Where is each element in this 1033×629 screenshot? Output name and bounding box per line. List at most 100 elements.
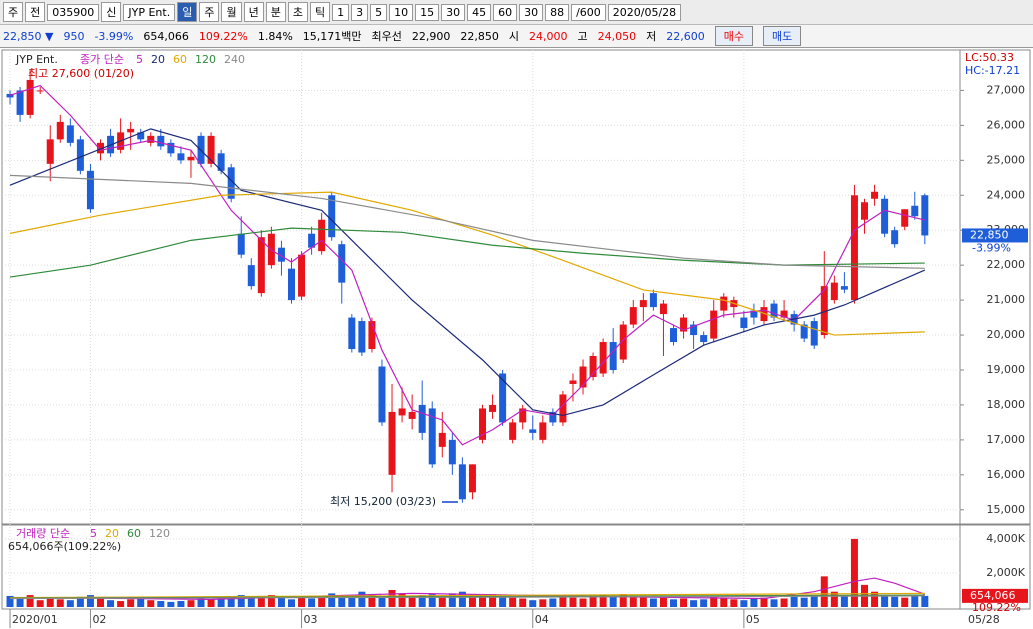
- open: 24,000: [529, 29, 568, 43]
- toolbar-item[interactable]: 30: [441, 3, 466, 21]
- volume-bar: [780, 598, 788, 607]
- price: 22,850 ▼: [3, 29, 54, 43]
- toolbar-item[interactable]: 30: [519, 3, 544, 21]
- candle-body: [338, 244, 346, 283]
- volume-bar: [670, 599, 677, 607]
- toolbar-item[interactable]: 월: [221, 2, 242, 22]
- volume-bar: [639, 596, 647, 607]
- volume-bar: [720, 598, 728, 607]
- y-tick-label: 17,000: [987, 433, 1026, 446]
- toolbar-item[interactable]: 035900: [47, 3, 100, 21]
- volume-bar: [509, 597, 517, 607]
- volume-bar: [599, 595, 607, 607]
- candle-body: [137, 132, 145, 140]
- toolbar-item[interactable]: 주: [3, 2, 24, 22]
- volume-bar: [418, 595, 426, 607]
- legend-entry: 120: [149, 527, 170, 540]
- x-tick-label: 02: [92, 613, 106, 626]
- volume-bar: [348, 597, 356, 607]
- toolbar-item[interactable]: 88: [545, 3, 570, 21]
- lc-label: LC:50.33: [965, 51, 1014, 64]
- candle-body: [659, 303, 667, 315]
- volume-bar: [26, 595, 34, 607]
- volume-bar: [66, 600, 74, 607]
- turnover: 1.84%: [257, 29, 293, 43]
- volume-bar: [267, 595, 275, 607]
- volume-bar: [830, 591, 838, 607]
- candle-body: [710, 310, 718, 339]
- volume-average: [10, 595, 925, 600]
- volume-bar: [298, 596, 306, 607]
- candle-body: [670, 328, 677, 343]
- moving-average: [9, 174, 925, 269]
- toolbar-item[interactable]: 초: [287, 2, 308, 22]
- toolbar-item[interactable]: 1: [332, 3, 350, 21]
- toolbar-item[interactable]: JYP Ent.: [123, 3, 176, 21]
- toolbar-item[interactable]: 15: [415, 3, 440, 21]
- toolbar-item[interactable]: 주: [199, 2, 220, 22]
- vol-rate: 109.22%: [198, 29, 248, 43]
- volume-bar: [519, 598, 527, 607]
- candle-body: [6, 93, 14, 98]
- candle-body: [700, 335, 708, 343]
- toolbar-item[interactable]: 년: [243, 2, 264, 22]
- candle-body: [489, 404, 497, 412]
- candle-body: [76, 139, 84, 171]
- toolbar-item[interactable]: /600: [571, 3, 606, 21]
- volume-bar: [499, 596, 507, 607]
- candle-body: [398, 408, 406, 416]
- y-tick-label: 25,000: [987, 153, 1026, 166]
- legend-entry: 240: [224, 53, 245, 66]
- volume-bar: [237, 595, 245, 607]
- candle-body: [539, 422, 547, 440]
- candle-body: [288, 268, 295, 301]
- volume-bar: [649, 598, 657, 607]
- toolbar-item[interactable]: 일: [177, 2, 198, 22]
- toolbar-item[interactable]: 5: [370, 3, 388, 21]
- volume-bar: [589, 595, 597, 607]
- toolbar-item[interactable]: 10: [389, 3, 414, 21]
- volume-bar: [629, 595, 637, 607]
- candle-body: [780, 310, 788, 318]
- volume-bar: [579, 598, 587, 607]
- y-tick-label: 16,000: [987, 468, 1026, 481]
- volume-bar: [529, 600, 537, 607]
- volume-bar: [549, 598, 557, 607]
- toolbar-item[interactable]: 3: [351, 3, 369, 21]
- open-label: 시: [508, 30, 520, 43]
- volume-bar: [840, 595, 848, 607]
- volume-bar: [378, 595, 386, 607]
- info-bar: 22,850 ▼ 950 -3.99% 654,066 109.22% 1.84…: [0, 25, 1033, 48]
- volume-bar: [137, 598, 145, 607]
- volume-bar: [448, 593, 456, 607]
- volume-bar: [458, 591, 466, 607]
- toolbar-item[interactable]: 60: [493, 3, 518, 21]
- sell-button[interactable]: 매도: [763, 26, 802, 46]
- buy-button[interactable]: 매수: [714, 26, 754, 46]
- toolbar-item[interactable]: 전: [25, 2, 46, 22]
- candle-body: [529, 429, 537, 433]
- legend-entry: 120: [195, 53, 216, 66]
- candle-body: [639, 300, 647, 308]
- amount: 15,171백만: [302, 30, 362, 43]
- volume-bar: [619, 594, 627, 607]
- volume-bar: [368, 595, 376, 607]
- y-tick-label: 27,000: [987, 83, 1026, 96]
- volume-bar: [6, 595, 14, 607]
- candle-body: [569, 380, 577, 384]
- x-tick-label: 2020/01: [12, 613, 58, 626]
- toolbar-item[interactable]: 분: [265, 2, 286, 22]
- candle-body: [881, 198, 889, 234]
- y-tick-label: 22,000: [987, 258, 1026, 271]
- candle-body: [418, 404, 426, 433]
- toolbar-item[interactable]: 틱: [309, 2, 331, 22]
- volume-bar: [740, 600, 748, 607]
- toolbar-item[interactable]: 2020/05/28: [607, 3, 682, 21]
- toolbar-item[interactable]: 신: [101, 2, 122, 22]
- candle-body: [619, 324, 627, 360]
- toolbar-item[interactable]: 45: [467, 3, 492, 21]
- candle-body: [690, 324, 698, 336]
- volume-bar: [609, 596, 617, 607]
- candle-body: [911, 205, 919, 217]
